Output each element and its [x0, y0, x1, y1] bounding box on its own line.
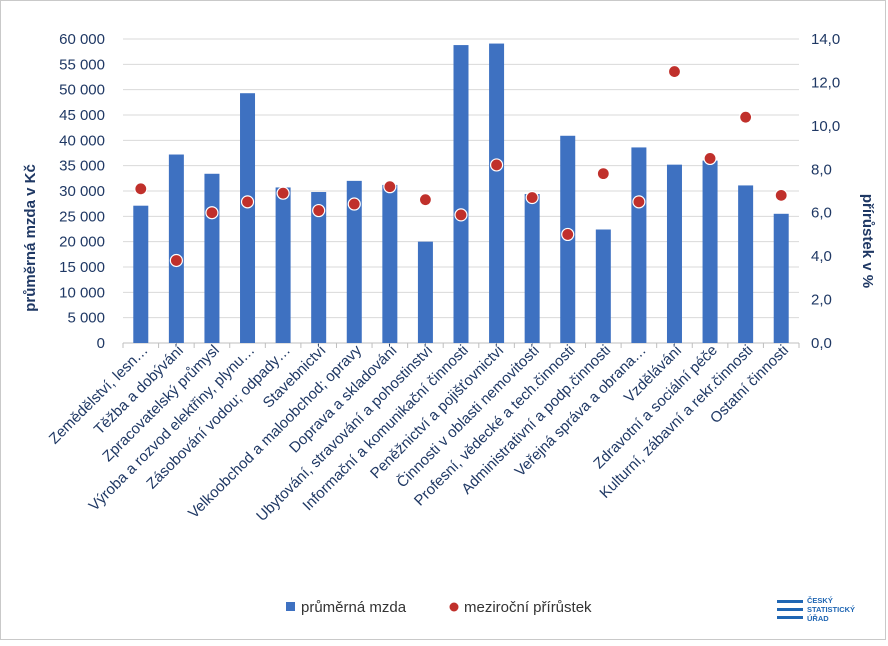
y2-tick-label: 12,0	[811, 74, 840, 91]
bar	[275, 187, 291, 343]
y-tick-label: 50 000	[59, 82, 105, 99]
data-point	[739, 110, 753, 124]
bar	[524, 194, 540, 343]
y-tick-label: 60 000	[59, 31, 105, 48]
y-tick-label: 35 000	[59, 158, 105, 175]
legend-label-dot: meziroční přírůstek	[464, 599, 592, 616]
bar	[346, 180, 362, 343]
data-point	[489, 158, 504, 172]
bar-series	[133, 43, 789, 344]
data-point	[134, 182, 148, 196]
y2-tick-label: 10,0	[811, 118, 840, 135]
legend-label-bar: průměrná mzda	[301, 599, 407, 616]
data-point	[667, 64, 682, 79]
data-point	[418, 193, 433, 207]
data-point	[205, 206, 219, 220]
y-tick-label: 15 000	[59, 259, 105, 276]
logo-line-3: ÚŘAD	[807, 614, 829, 623]
y2-tick-label: 14,0	[811, 31, 840, 48]
bar	[417, 241, 433, 343]
bar	[240, 93, 256, 343]
data-point	[596, 167, 610, 181]
y2-tick-label: 8,0	[811, 161, 832, 178]
csu-logo: ČESKÝ STATISTICKÝ ÚŘAD	[777, 591, 857, 627]
y-tick-label: 55 000	[59, 56, 105, 73]
dot-series	[134, 64, 788, 268]
bar	[702, 160, 718, 343]
data-point	[312, 203, 326, 218]
legend-swatch-dot	[449, 602, 459, 612]
right-axis-ticks: 0,0 2,0 4,0 6,0 8,0 10,0 12,0 14,0	[811, 31, 840, 352]
y-tick-label: 25 000	[59, 208, 105, 225]
left-axis-ticks: 0 5 000 10 000 15 000 20 000 25 000 30 000 35 0…	[59, 31, 105, 352]
data-point	[561, 227, 575, 242]
data-point	[703, 151, 717, 166]
bar	[489, 43, 505, 344]
data-point	[774, 188, 788, 202]
data-point	[276, 186, 290, 200]
y2-tick-label: 6,0	[811, 205, 832, 222]
bar	[738, 185, 754, 343]
data-point	[240, 195, 255, 209]
y-tick-label: 5 000	[67, 310, 105, 327]
y2-axis-title: přírůstek v %	[859, 194, 876, 288]
y-tick-label: 40 000	[59, 132, 105, 149]
y2-tick-label: 2,0	[811, 292, 832, 309]
legend-swatch-bar	[286, 602, 295, 611]
bar	[204, 173, 220, 343]
x-axis-ticks: Zemědělství, lesn…Těžba a dobýváníZpraco…	[46, 341, 792, 525]
bar	[666, 164, 682, 343]
data-point	[525, 190, 539, 205]
y2-tick-label: 0,0	[811, 335, 832, 352]
legend: průměrná mzda meziroční přírůstek	[286, 599, 592, 616]
bar	[133, 205, 149, 343]
bar	[773, 213, 789, 343]
y-tick-label: 45 000	[59, 107, 105, 124]
data-point	[454, 208, 468, 222]
bar	[382, 184, 398, 343]
data-point	[632, 195, 646, 209]
bar	[453, 45, 469, 344]
bar	[168, 154, 184, 343]
y2-tick-label: 4,0	[811, 248, 832, 265]
y-tick-label: 0	[97, 335, 105, 352]
y-tick-label: 10 000	[59, 284, 105, 301]
bar	[311, 192, 327, 343]
y-tick-label: 30 000	[59, 183, 105, 200]
bar	[595, 229, 611, 343]
data-point	[169, 253, 183, 268]
y-axis-title: průměrná mzda v Kč	[22, 164, 39, 312]
bar	[631, 147, 647, 343]
y-tick-label: 20 000	[59, 234, 105, 251]
data-point	[347, 197, 361, 211]
data-point	[383, 180, 397, 194]
logo-line-1: ČESKÝ	[807, 596, 833, 605]
logo-line-2: STATISTICKÝ	[807, 605, 855, 614]
